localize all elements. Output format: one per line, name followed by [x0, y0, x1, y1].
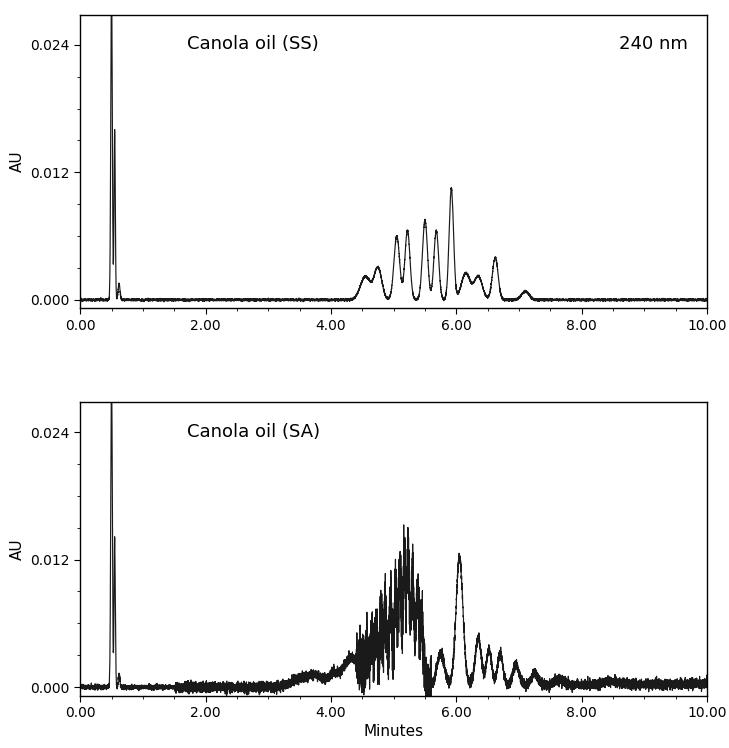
Text: Canola oil (SA): Canola oil (SA) — [187, 423, 320, 441]
Text: 240 nm: 240 nm — [620, 35, 688, 54]
X-axis label: Minutes: Minutes — [364, 724, 424, 739]
Y-axis label: AU: AU — [9, 538, 25, 560]
Text: Canola oil (SS): Canola oil (SS) — [187, 35, 319, 54]
Y-axis label: AU: AU — [9, 151, 25, 173]
